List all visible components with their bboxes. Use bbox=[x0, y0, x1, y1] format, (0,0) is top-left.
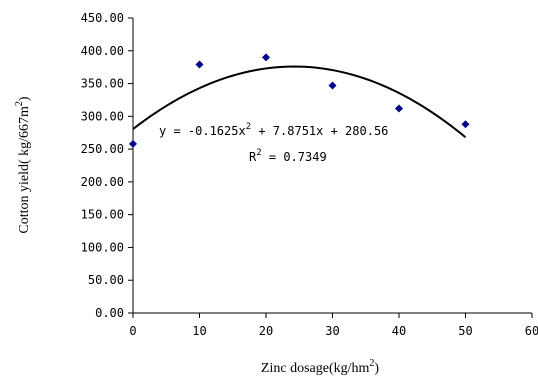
trendline-equation: y = -0.1625x2 + 7.8751x + 280.56 bbox=[159, 122, 388, 138]
data-point bbox=[129, 139, 137, 148]
equation-superscript: 2 bbox=[246, 122, 251, 132]
equation-part-2: + 7.8751x + 280.56 bbox=[251, 124, 388, 138]
y-tick-label: 350.00 bbox=[81, 77, 124, 91]
y-tick-label: 250.00 bbox=[81, 142, 124, 156]
y-axis-title: Cotton yield( kg/667m2) bbox=[14, 96, 32, 234]
x-tick-label: 10 bbox=[192, 324, 206, 338]
data-point bbox=[395, 104, 403, 113]
r-squared: R2 = 0.7349 bbox=[249, 148, 327, 164]
data-point bbox=[328, 81, 337, 90]
x-axis-title-text: Zinc dosage(kg/hm bbox=[261, 361, 370, 376]
x-axis-title: Zinc dosage(kg/hm2) bbox=[261, 358, 379, 376]
x-tick-label: 30 bbox=[325, 324, 339, 338]
y-tick-label: 200.00 bbox=[81, 175, 124, 189]
x-axis-title-superscript: 2 bbox=[369, 358, 374, 369]
x-axis-ticks: 0 10 20 30 40 50 60 bbox=[129, 313, 538, 338]
y-axis-title-tail: ) bbox=[17, 96, 32, 101]
y-axis-ticks: 0.00 50.00 100.00 150.00 200.00 250.00 300.00 3… bbox=[81, 11, 133, 320]
y-tick-label: 450.00 bbox=[81, 11, 124, 25]
x-tick-label: 0 bbox=[129, 324, 136, 338]
x-tick-label: 50 bbox=[458, 324, 472, 338]
x-tick-label: 60 bbox=[525, 324, 538, 338]
y-tick-label: 300.00 bbox=[81, 109, 124, 123]
y-tick-label: 150.00 bbox=[81, 208, 124, 222]
r2-superscript: 2 bbox=[256, 148, 261, 158]
data-point bbox=[195, 60, 204, 69]
equation-part-1: y = -0.1625x bbox=[159, 124, 246, 138]
y-tick-label: 100.00 bbox=[81, 240, 124, 254]
x-axis-title-tail: ) bbox=[374, 361, 379, 376]
y-tick-label: 50.00 bbox=[88, 273, 124, 287]
x-tick-label: 40 bbox=[392, 324, 406, 338]
r2-letter: R bbox=[249, 150, 257, 164]
y-tick-label: 0.00 bbox=[95, 306, 124, 320]
y-axis-title-text: Cotton yield( kg/667m bbox=[17, 106, 32, 234]
data-point bbox=[262, 53, 270, 62]
r2-value: = 0.7349 bbox=[262, 150, 327, 164]
data-points bbox=[129, 53, 470, 148]
x-tick-label: 20 bbox=[259, 324, 273, 338]
data-point bbox=[461, 120, 470, 129]
y-axis-title-superscript: 2 bbox=[14, 101, 25, 106]
trendline bbox=[132, 65, 467, 139]
y-tick-label: 400.00 bbox=[81, 44, 124, 58]
